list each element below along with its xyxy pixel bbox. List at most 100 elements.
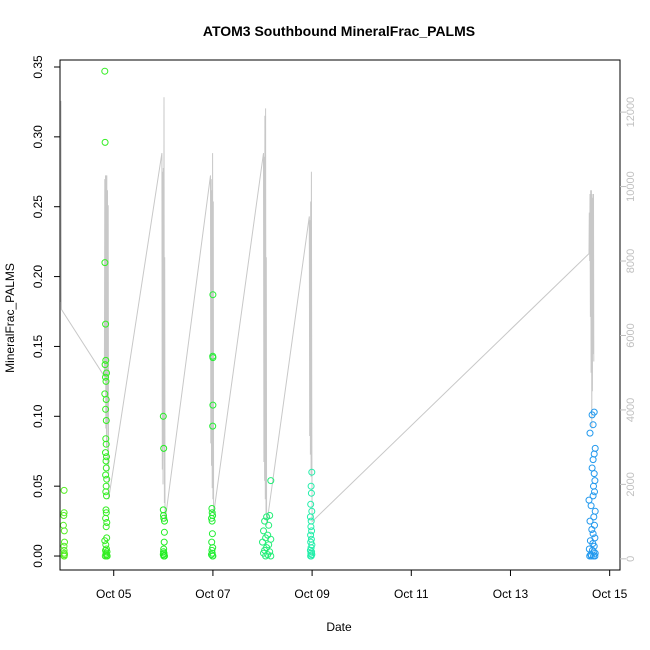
data-point xyxy=(102,488,110,496)
x-axis-label: Date xyxy=(326,620,352,634)
data-point xyxy=(208,505,216,512)
x-tick-label: Oct 07 xyxy=(195,587,231,601)
data-point xyxy=(103,453,110,461)
data-point xyxy=(102,356,110,364)
x-tick-label: Oct 13 xyxy=(493,587,529,601)
data-point xyxy=(160,514,168,522)
plot-frame xyxy=(59,59,621,571)
data-point xyxy=(160,538,168,546)
data-point xyxy=(102,320,110,328)
data-point xyxy=(262,552,270,560)
data-point xyxy=(263,513,271,521)
data-point xyxy=(159,412,167,420)
data-point xyxy=(590,482,597,490)
data-point xyxy=(59,521,67,529)
data-point xyxy=(102,514,110,522)
secondary-series-line xyxy=(60,97,595,526)
data-point xyxy=(307,500,315,508)
y-tick-label: 0.10 xyxy=(31,404,45,428)
data-point xyxy=(102,457,110,465)
secondary-line-layer xyxy=(60,97,595,526)
data-point xyxy=(208,514,215,522)
data-point xyxy=(588,411,596,419)
data-point xyxy=(209,552,217,560)
data-point xyxy=(60,542,68,550)
data-point xyxy=(307,523,315,531)
data-point xyxy=(586,552,594,560)
data-point xyxy=(267,552,275,560)
data-point xyxy=(265,521,273,529)
data-point xyxy=(590,450,598,458)
data-point xyxy=(102,523,110,531)
data-point xyxy=(160,444,168,452)
data-point xyxy=(589,421,597,429)
data-point xyxy=(308,468,316,476)
data-point xyxy=(61,538,68,546)
data-point xyxy=(60,509,68,517)
x-tick-label: Oct 11 xyxy=(394,587,429,601)
data-point xyxy=(589,456,597,464)
y-tick-label: 0.25 xyxy=(31,195,45,219)
data-point xyxy=(103,548,111,556)
data-point xyxy=(103,369,110,377)
data-point xyxy=(307,549,315,557)
data-point xyxy=(103,534,111,542)
data-point xyxy=(208,517,216,525)
data-point xyxy=(586,429,594,437)
data-point xyxy=(590,470,598,478)
y-tick-label: 0.30 xyxy=(31,125,45,149)
data-point xyxy=(161,517,168,525)
data-point xyxy=(102,440,110,448)
y-tick-label: 0.35 xyxy=(31,55,45,79)
data-point xyxy=(102,506,110,514)
data-point xyxy=(209,291,217,299)
data-point xyxy=(586,517,594,525)
data-point xyxy=(587,502,595,510)
data-point xyxy=(591,552,599,560)
chart-title: ATOM3 Southbound MineralFrac_PALMS xyxy=(203,23,475,39)
data-point xyxy=(103,492,110,500)
data-point xyxy=(101,138,109,146)
y2-tick-label: 10000 xyxy=(625,171,637,202)
data-point xyxy=(591,477,599,485)
data-point xyxy=(589,530,597,538)
data-point xyxy=(102,405,110,413)
data-point xyxy=(103,552,111,560)
data-point xyxy=(208,538,216,546)
data-point xyxy=(260,527,267,535)
y-axis-label: MineralFrac_PALMS xyxy=(3,263,17,373)
data-point xyxy=(101,67,109,75)
x-tick-label: Oct 15 xyxy=(592,587,628,601)
data-point xyxy=(307,531,315,539)
data-point xyxy=(306,513,314,521)
data-point xyxy=(102,417,110,424)
data-point xyxy=(60,512,68,519)
data-point xyxy=(102,396,110,403)
data-point xyxy=(103,475,111,483)
data-point xyxy=(261,517,269,525)
x-tick-label: Oct 09 xyxy=(294,587,330,601)
data-point xyxy=(209,422,217,430)
y-tick-label: 0.00 xyxy=(31,544,45,568)
data-point xyxy=(101,361,109,369)
data-point xyxy=(590,513,598,521)
y2-tick-label: 4000 xyxy=(625,398,637,422)
axes-layer: 0.00 0.05 0.10 0.15 0.20 0.25 0.30 0.35 0 2000 400… xyxy=(31,55,637,601)
data-point xyxy=(307,489,315,497)
data-point xyxy=(591,488,598,496)
data-point xyxy=(589,492,597,500)
data-point xyxy=(307,482,315,490)
y-tick-label: 0.20 xyxy=(31,265,45,289)
data-point xyxy=(160,528,168,536)
data-point xyxy=(259,538,266,546)
data-point xyxy=(60,486,68,494)
data-point xyxy=(60,527,68,535)
y2-tick-label: 0 xyxy=(625,556,637,562)
y-tick-label: 0.15 xyxy=(31,334,45,358)
data-point xyxy=(102,449,109,457)
x-tick-label: Oct 05 xyxy=(96,587,132,601)
y2-tick-label: 8000 xyxy=(625,249,637,273)
data-point xyxy=(591,444,599,452)
data-point xyxy=(208,551,215,559)
